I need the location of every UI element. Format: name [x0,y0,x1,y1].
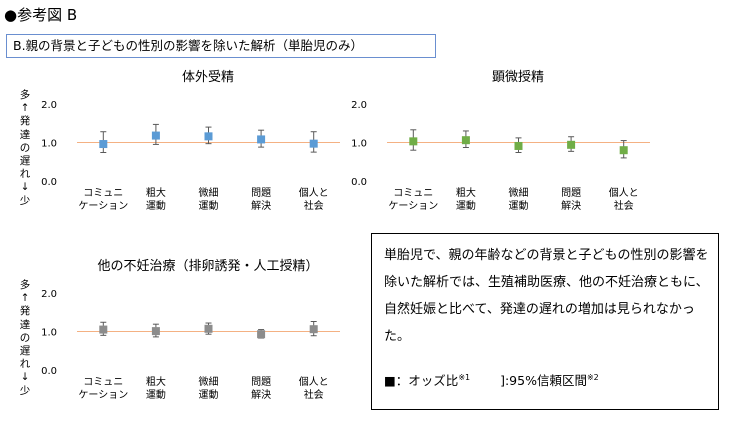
x-tick-label: 個人と [299,375,329,388]
x-tick-label: 社会 [304,199,324,212]
y-axis-label-char: 遅 [18,345,32,358]
y-axis-label-char: 達 [18,319,32,332]
odds-ratio-point [99,140,107,148]
y-tick-label: 2.0 [41,100,57,111]
footnote-mark-2: ※2 [587,373,599,382]
odds-ratio-point [310,140,318,148]
x-tick-label: 運動 [456,199,476,212]
y-axis-label-char: ↓ [18,181,32,194]
chart-title: 他の不妊治療（排卵誘発・人工授精） [97,259,318,274]
x-tick-label: 粗大 [146,186,166,199]
x-tick-label: ケーション [388,200,438,212]
x-tick-label: 社会 [304,388,324,401]
x-tick-label: 微細 [199,375,219,388]
x-tick-label: 運動 [199,388,219,401]
x-tick-label: 個人と [299,186,329,199]
x-tick-label: ケーション [78,389,128,401]
x-tick-label: コミュニ [83,377,123,388]
x-tick-label: 問題 [251,187,271,199]
y-axis-label-char: 多 [18,89,32,102]
y-axis-label-char: の [18,142,32,155]
y-tick-label: 2.0 [351,100,367,111]
y-axis-label-char: ↑ [18,102,32,115]
x-tick-label: コミュニ [393,188,433,199]
x-tick-label: 運動 [146,388,166,401]
chart-other-treatment: 他の不妊治療（排卵誘発・人工授精）0.01.02.0コミュニケーション粗大運動微… [40,253,370,413]
x-tick-label: 運動 [509,199,529,212]
x-tick-label: 解決 [251,199,271,212]
y-tick-label: 0.0 [41,177,57,188]
odds-ratio-point [205,132,213,140]
y-axis-label-char: ↑ [18,292,32,305]
y-axis-label-char: 発 [18,305,32,318]
y-axis-label-char: 達 [18,129,32,142]
y-axis-label-char: れ [18,358,32,371]
x-tick-label: 粗大 [146,375,166,388]
y-tick-label: 0.0 [351,177,367,188]
odds-ratio-point [152,132,160,140]
footnote-mark-1: ※1 [458,373,470,382]
x-tick-label: ケーション [78,200,128,212]
x-tick-label: 解決 [251,388,271,401]
analysis-subtitle: B.親の背景と子どもの性別の影響を除いた解析（単胎児のみ） [6,34,436,58]
y-axis-label-char: ↓ [18,371,32,384]
y-tick-label: 1.0 [41,328,57,339]
x-tick-label: 運動 [146,199,166,212]
x-tick-label: 解決 [561,199,581,212]
odds-ratio-point [152,327,160,335]
x-tick-label: 問題 [251,376,271,388]
y-tick-label: 0.0 [41,366,57,377]
chart-title: 顕微授精 [492,70,544,85]
legend: ■：オッズ比※1 ]:95%信頼区間※2 [384,370,710,389]
x-tick-label: 個人と [609,186,639,199]
x-tick-label: コミュニ [83,188,123,199]
y-axis-label: 多 ↑ 発達の遅れ ↓ 少 [18,279,32,398]
odds-ratio-point [567,141,575,149]
confidence-interval-legend: ]:95%信頼区間 [500,373,587,388]
odds-ratio-point [409,137,417,145]
x-tick-label: 運動 [199,199,219,212]
x-tick-label: 微細 [199,186,219,199]
x-tick-label: 問題 [561,187,581,199]
chart-title: 体外受精 [182,70,234,85]
x-tick-label: 社会 [614,199,634,212]
y-axis-label-char: 発 [18,115,32,128]
odds-ratio-point [620,146,628,154]
summary-text: 単胎児で、親の年齢などの背景と子どもの性別の影響を除いた解析では、生殖補助医療、… [384,242,710,350]
y-axis-label: 多 ↑ 発達の遅れ ↓ 少 [18,89,32,208]
x-tick-label: 粗大 [456,186,476,199]
y-tick-label: 1.0 [41,139,57,150]
y-axis-label-char: 多 [18,279,32,292]
odds-ratio-legend: ■：オッズ比 [384,373,458,388]
y-tick-label: 2.0 [41,289,57,300]
odds-ratio-point [257,330,265,338]
x-tick-label: 微細 [509,186,529,199]
odds-ratio-point [257,135,265,143]
odds-ratio-point [99,326,107,334]
y-axis-label-char: の [18,332,32,345]
y-axis-label-char: れ [18,168,32,181]
odds-ratio-point [205,325,213,333]
odds-ratio-point [515,142,523,150]
y-axis-label-char: 少 [18,385,32,398]
y-tick-label: 1.0 [351,139,367,150]
y-axis-label-char: 少 [18,195,32,208]
figure-header: ●参考図 B [4,4,77,25]
odds-ratio-point [310,325,318,333]
y-axis-label-char: 遅 [18,155,32,168]
odds-ratio-point [462,136,470,144]
summary-note: 単胎児で、親の年齢などの背景と子どもの性別の影響を除いた解析では、生殖補助医療、… [371,233,719,410]
